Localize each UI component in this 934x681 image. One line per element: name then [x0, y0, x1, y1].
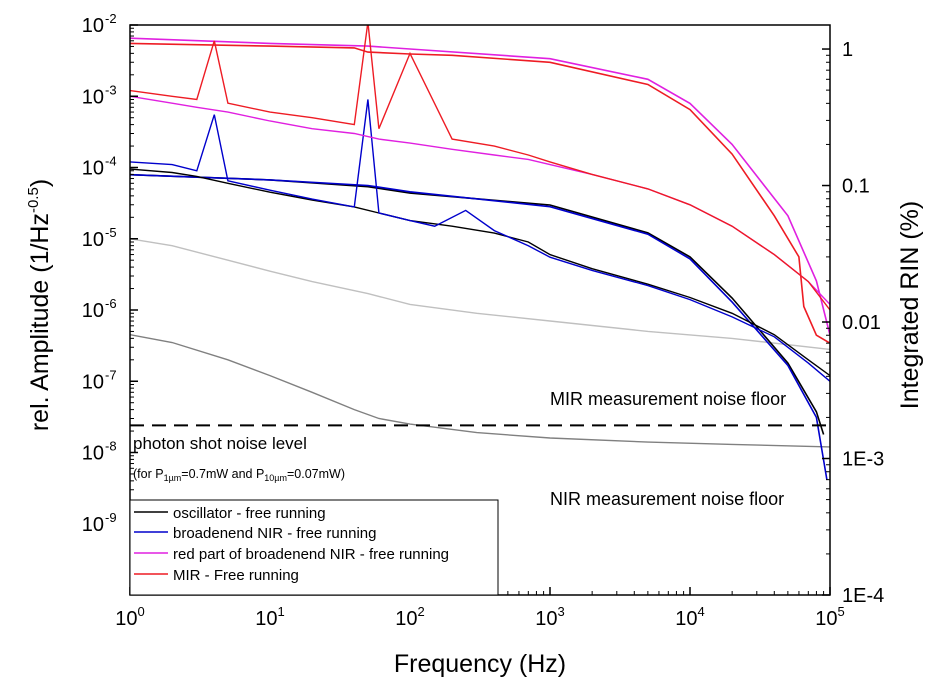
y2-tick-label: 1E-3 — [842, 449, 884, 471]
y-tick-exponent: -5 — [105, 225, 117, 240]
y2-tick-label: 0.1 — [842, 176, 870, 198]
mir-noise-floor-label: MIR measurement noise floor — [550, 389, 786, 409]
y2-tick-label: 1E-4 — [842, 585, 884, 607]
y-tick-label: 10 — [82, 371, 104, 393]
y-tick-exponent: -3 — [105, 82, 117, 97]
oscillator-free-running-spectrum-line — [130, 168, 830, 377]
y2-tick-label: 1 — [842, 39, 853, 61]
y-tick-exponent: -9 — [105, 510, 117, 525]
mir-free-running-integrated-rin-line — [130, 42, 830, 344]
x-tick-label: 102 — [395, 604, 424, 630]
legend-box — [129, 499, 499, 596]
red-part-of-broadenend-nir-free-running-spectrum-line — [130, 95, 830, 305]
legend: oscillator - free running broadenend NIR… — [129, 499, 499, 596]
y-axis-title: rel. Amplitude (1/Hz-0.5) — [25, 179, 54, 431]
mir-measurement-noise-floor-line — [130, 238, 830, 351]
legend-label-oscillator: oscillator - free running — [173, 505, 326, 522]
y-tick-exponent: -8 — [105, 439, 117, 454]
y-tick-exponent: -4 — [105, 154, 117, 169]
broadenend-nir-free-running-spectrum-line — [130, 99, 830, 382]
legend-label-mir: MIR - Free running — [173, 567, 299, 584]
y2-tick-label: 0.01 — [842, 312, 881, 334]
y2-axis-ticks: 1 0.1 0.01 1E-3 1E-4 — [822, 39, 884, 607]
nir-noise-floor-label: NIR measurement noise floor — [550, 489, 784, 509]
broadenend-nir-free-running-integrated-rin-line — [130, 173, 828, 480]
y2-axis-title: Integrated RIN (%) — [896, 201, 924, 409]
x-axis-title: Frequency (Hz) — [394, 650, 566, 678]
mir-free-running-spectrum-line — [130, 25, 830, 311]
y-tick-label: 10 — [82, 86, 104, 108]
x-tick-label: 105 — [815, 604, 844, 630]
legend-label-red-nir: red part of broadenend NIR - free runnin… — [173, 546, 449, 563]
y-tick-exponent: -7 — [105, 367, 117, 382]
y-tick-label: 10 — [82, 514, 104, 536]
y-tick-label: 10 — [82, 15, 104, 37]
y-tick-exponent: -6 — [105, 296, 117, 311]
y-tick-label: 10 — [82, 158, 104, 180]
x-tick-label: 100 — [115, 604, 144, 630]
y-tick-label: 10 — [82, 300, 104, 322]
red-part-of-broadenend-nir-free-running-integrated-rin-line — [130, 37, 830, 336]
noise-floor-curves — [130, 238, 830, 448]
integrated-rin-curves — [130, 37, 830, 480]
shot-noise-condition: (for P1µm=0.7mW and P10µm=0.07mW) — [133, 467, 345, 483]
legend-label-nir: broadenend NIR - free running — [173, 525, 376, 542]
y-tick-label: 10 — [82, 443, 104, 465]
y-tick-label: 10 — [82, 229, 104, 251]
nir-measurement-noise-floor-line — [130, 334, 830, 448]
shot-noise-label: photon shot noise level — [133, 434, 307, 453]
y-tick-exponent: -2 — [105, 11, 117, 26]
x-tick-label: 101 — [255, 604, 284, 630]
spectrum-curves — [130, 25, 830, 382]
x-tick-label: 103 — [535, 604, 564, 630]
x-tick-label: 104 — [675, 604, 704, 630]
